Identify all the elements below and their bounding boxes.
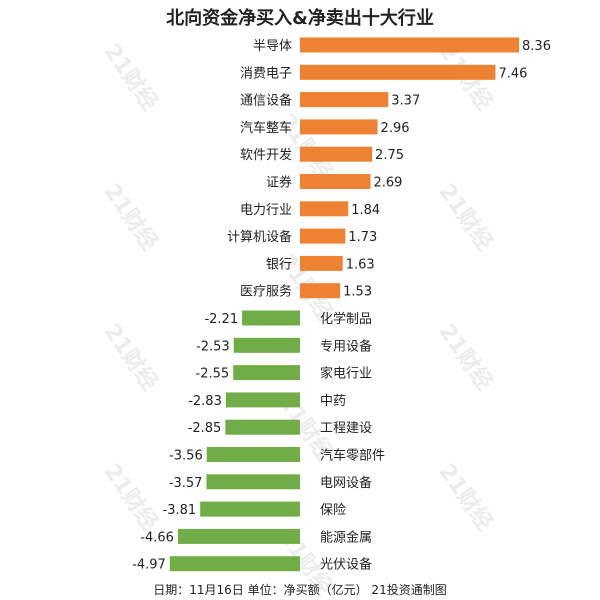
- bar-消费电子: [300, 64, 496, 80]
- bar-半导体: [300, 37, 520, 53]
- bar-电网设备: [206, 474, 300, 490]
- category-label: 专用设备: [320, 338, 372, 354]
- bar-证券: [300, 174, 371, 189]
- bar-中药: [225, 392, 300, 408]
- value-label: -4.97: [132, 558, 166, 573]
- category-label: 银行: [266, 257, 292, 272]
- bar-软件开发: [300, 146, 373, 162]
- bar-计算机设备: [300, 228, 346, 244]
- category-label: 电网设备: [320, 475, 372, 491]
- bar-银行: [300, 255, 343, 271]
- value-label: -2.21: [204, 312, 238, 327]
- bar-汽车零部件: [206, 447, 300, 462]
- chart-title: 北向资金净买入&净卖出十大行业: [166, 8, 434, 29]
- bar-通信设备: [300, 92, 389, 108]
- value-label: -2.55: [196, 367, 230, 382]
- value-label: -2.85: [188, 421, 222, 436]
- bar-医疗服务: [300, 283, 341, 299]
- value-label: -2.53: [196, 339, 230, 354]
- category-label: 医疗服务: [240, 284, 292, 300]
- category-label: 光伏设备: [320, 557, 372, 573]
- category-label: 消费电子: [240, 66, 292, 81]
- category-label: 能源金属: [320, 529, 372, 545]
- category-label: 汽车整车: [240, 120, 292, 136]
- category-label: 家电行业: [320, 366, 372, 382]
- category-label: 计算机设备: [227, 229, 292, 245]
- category-label: 软件开发: [240, 147, 292, 163]
- value-label: 2.69: [373, 176, 402, 191]
- category-label: 保险: [320, 503, 346, 518]
- value-label: 3.37: [391, 94, 420, 109]
- bar-电力行业: [300, 201, 349, 217]
- value-label: -3.81: [163, 503, 197, 518]
- category-label: 电力行业: [240, 203, 292, 218]
- value-label: 1.73: [348, 230, 377, 245]
- value-label: 8.36: [522, 39, 551, 54]
- bar-光伏设备: [169, 556, 300, 572]
- value-label: -3.56: [169, 449, 203, 464]
- value-label: 1.63: [346, 257, 375, 272]
- category-label: 汽车零部件: [320, 448, 385, 464]
- category-label: 证券: [266, 175, 292, 191]
- value-label: -3.57: [169, 476, 203, 491]
- bar-专用设备: [233, 337, 300, 353]
- category-label: 半导体: [253, 39, 292, 54]
- value-label: 2.75: [375, 148, 404, 163]
- bar-保险: [200, 501, 300, 517]
- value-label: 2.96: [381, 121, 410, 136]
- bar-化学制品: [242, 310, 300, 326]
- value-label: 1.84: [351, 203, 380, 218]
- bar-工程建设: [225, 419, 300, 435]
- bar-汽车整车: [300, 119, 378, 135]
- category-label: 化学制品: [320, 311, 372, 327]
- bar-能源金属: [177, 528, 300, 544]
- value-label: -2.83: [188, 394, 222, 409]
- category-label: 中药: [320, 394, 346, 409]
- category-label: 通信设备: [240, 93, 292, 109]
- bar-家电行业: [233, 365, 300, 381]
- value-label: -4.66: [140, 530, 174, 545]
- category-label: 工程建设: [320, 421, 372, 436]
- value-label: 1.53: [343, 285, 372, 300]
- value-label: 7.46: [498, 66, 527, 81]
- chart-footer: 日期：11月16日 单位：净买额（亿元） 21投资通制图: [153, 583, 447, 597]
